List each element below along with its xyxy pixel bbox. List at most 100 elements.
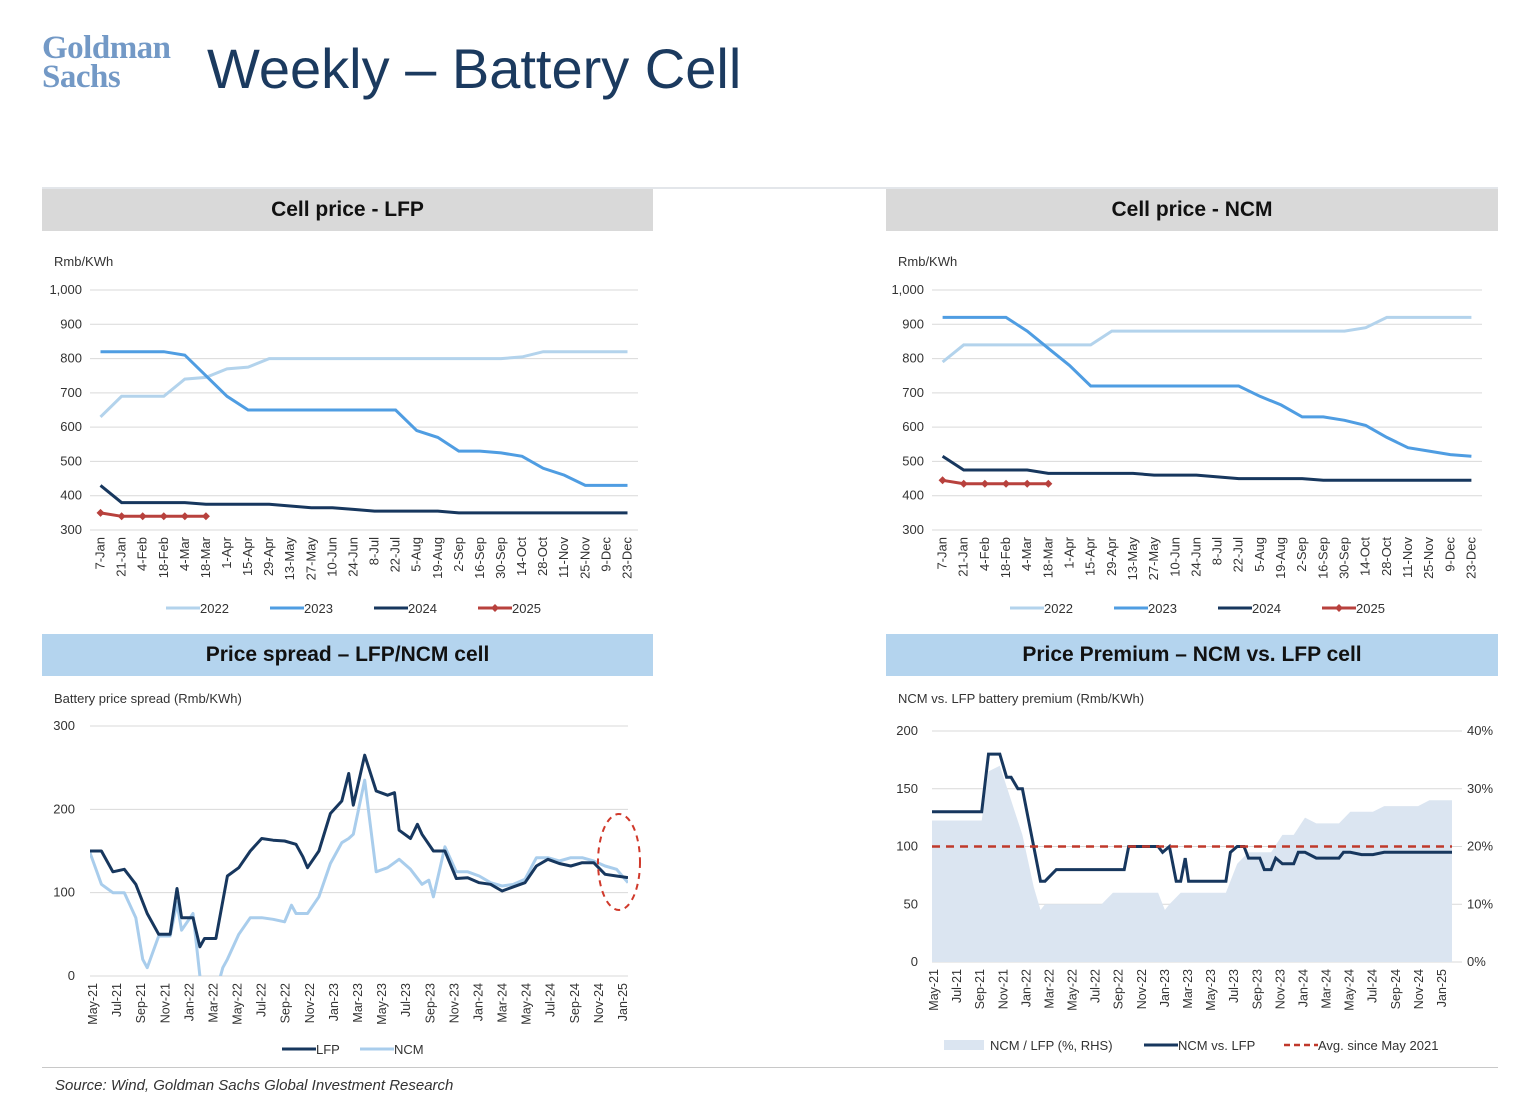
x-tick-label: 30-Sep bbox=[493, 537, 508, 579]
x-tick-label: 4-Mar bbox=[177, 536, 192, 571]
x-tick-label: 2-Sep bbox=[451, 537, 466, 572]
x-tick-label: 28-Oct bbox=[1379, 537, 1394, 576]
x-tick-label: 27-May bbox=[1146, 537, 1161, 581]
price-spread-chart: Battery price spread (Rmb/KWh) 0 100 200 300… bbox=[53, 691, 641, 1057]
x-tick-label: May-21 bbox=[927, 969, 941, 1011]
y-tick-label: 300 bbox=[902, 522, 924, 537]
y-tick-label: 300 bbox=[60, 522, 82, 537]
x-tick-label: 23-Dec bbox=[619, 537, 634, 579]
y-tick-label: 400 bbox=[902, 488, 924, 503]
y-axis-title: Battery price spread (Rmb/KWh) bbox=[54, 691, 242, 706]
x-tick-label: Nov-23 bbox=[1273, 969, 1287, 1009]
x-tick-label: 9-Dec bbox=[598, 537, 613, 572]
x-tick-label: 7-Jan bbox=[93, 537, 108, 570]
x-tick-label: Jul-22 bbox=[1089, 969, 1103, 1003]
x-tick-label: 29-Apr bbox=[1104, 536, 1119, 576]
x-tick-label: Jan-25 bbox=[1435, 969, 1449, 1007]
x-tick-label: 13-May bbox=[1125, 537, 1140, 581]
legend-label: LFP bbox=[316, 1042, 340, 1057]
x-tick-label: Jan-25 bbox=[616, 983, 630, 1021]
x-tick-label: 23-Dec bbox=[1463, 537, 1478, 579]
x-tick-label: Nov-24 bbox=[1412, 969, 1426, 1009]
x-tick-label: Jul-21 bbox=[950, 969, 964, 1003]
y-tick-label: 0 bbox=[68, 968, 75, 983]
spread-panel-header: Price spread – LFP/NCM cell bbox=[42, 634, 653, 676]
series-line-2025 bbox=[100, 511, 206, 518]
data-point-2025 bbox=[959, 479, 968, 488]
x-tick-label: 1-Apr bbox=[1062, 536, 1077, 568]
x-tick-label: Jan-22 bbox=[182, 983, 196, 1021]
x-tick-label: 16-Sep bbox=[472, 537, 487, 579]
x-tick-label: Mar-22 bbox=[1042, 969, 1056, 1009]
y-axis-title: Rmb/KWh bbox=[898, 254, 957, 269]
series-line-2022 bbox=[99, 350, 628, 418]
bottom-divider bbox=[42, 1067, 1498, 1068]
legend-marker bbox=[491, 604, 499, 612]
x-tick-label: Sep-22 bbox=[1112, 969, 1126, 1009]
x-tick-label: Mar-24 bbox=[1320, 969, 1334, 1009]
legend-label: 2022 bbox=[1044, 601, 1073, 616]
x-tick-label: 30-Sep bbox=[1337, 537, 1352, 579]
y-tick-label: 1,000 bbox=[891, 282, 924, 297]
series-line-ncm-vs-lfp bbox=[932, 752, 1452, 883]
x-tick-label: May-22 bbox=[231, 983, 245, 1025]
top-divider bbox=[42, 187, 1498, 189]
series-line-2024 bbox=[941, 455, 1472, 482]
y-tick-label: 400 bbox=[60, 488, 82, 503]
y-tick-label: 200 bbox=[896, 723, 918, 738]
y-tick-label: 150 bbox=[896, 781, 918, 796]
x-tick-label: Nov-24 bbox=[592, 983, 606, 1023]
x-tick-label: Mar-23 bbox=[1181, 969, 1195, 1009]
x-tick-label: Jan-23 bbox=[1158, 969, 1172, 1007]
x-tick-label: Mar-23 bbox=[351, 983, 365, 1023]
x-tick-label: 10-Jun bbox=[1167, 537, 1182, 577]
y2-tick-label: 10% bbox=[1467, 896, 1493, 911]
x-tick-label: Sep-24 bbox=[568, 983, 582, 1023]
page-title: Weekly – Battery Cell bbox=[207, 37, 742, 100]
x-tick-label: 1-Apr bbox=[219, 536, 234, 568]
y-axis-title: NCM vs. LFP battery premium (Rmb/KWh) bbox=[898, 691, 1144, 706]
series-line-NCM bbox=[90, 778, 628, 976]
x-tick-label: Jan-24 bbox=[1296, 969, 1310, 1007]
x-tick-label: 11-Nov bbox=[1400, 537, 1415, 578]
x-tick-label: 14-Oct bbox=[514, 537, 529, 576]
x-tick-label: 22-Jul bbox=[1231, 537, 1246, 573]
x-tick-label: Nov-21 bbox=[996, 969, 1010, 1009]
x-tick-label: 7-Jan bbox=[935, 537, 950, 570]
x-tick-label: 9-Dec bbox=[1442, 537, 1457, 572]
x-tick-label: Jan-24 bbox=[471, 983, 485, 1021]
data-point-2025 bbox=[1044, 479, 1053, 488]
x-tick-label: 19-Aug bbox=[430, 537, 445, 579]
premium-panel-header: Price Premium – NCM vs. LFP cell bbox=[886, 634, 1498, 676]
legend-label: 2024 bbox=[1252, 601, 1281, 616]
x-tick-label: 18-Feb bbox=[156, 537, 171, 578]
y-tick-label: 800 bbox=[902, 351, 924, 366]
x-tick-label: 4-Feb bbox=[977, 537, 992, 571]
y-tick-label: 700 bbox=[902, 385, 924, 400]
x-tick-label: Sep-21 bbox=[134, 983, 148, 1023]
legend-label: NCM / LFP (%, RHS) bbox=[990, 1038, 1113, 1053]
legend-label: 2023 bbox=[304, 601, 333, 616]
x-tick-label: Jul-23 bbox=[1227, 969, 1241, 1003]
ncm-price-chart: Rmb/KWh 300 400 500 600 700 800 900 1,000 7-Jan 21… bbox=[891, 254, 1482, 616]
legend-label: 2022 bbox=[200, 601, 229, 616]
y-tick-label: 100 bbox=[53, 885, 75, 900]
x-tick-label: 25-Nov bbox=[1421, 537, 1436, 579]
x-tick-label: 21-Jan bbox=[114, 537, 129, 577]
y-tick-label: 500 bbox=[60, 453, 82, 468]
x-tick-label: Jul-22 bbox=[255, 983, 269, 1017]
x-tick-label: May-24 bbox=[1343, 969, 1357, 1011]
x-tick-label: Nov-23 bbox=[447, 983, 461, 1023]
data-point-2025 bbox=[180, 512, 189, 521]
x-tick-label: Nov-21 bbox=[158, 983, 172, 1023]
y-tick-label: 600 bbox=[60, 419, 82, 434]
x-tick-label: Sep-21 bbox=[973, 969, 987, 1009]
y2-tick-label: 20% bbox=[1467, 839, 1493, 854]
series-line-2022 bbox=[941, 315, 1472, 364]
x-tick-label: 5-Aug bbox=[409, 537, 424, 572]
x-tick-label: 4-Mar bbox=[1019, 536, 1034, 571]
x-tick-label: 24-Jun bbox=[345, 537, 360, 577]
series-line-2025 bbox=[942, 478, 1049, 486]
x-tick-label: Jul-21 bbox=[110, 983, 124, 1017]
y-tick-label: 500 bbox=[902, 453, 924, 468]
